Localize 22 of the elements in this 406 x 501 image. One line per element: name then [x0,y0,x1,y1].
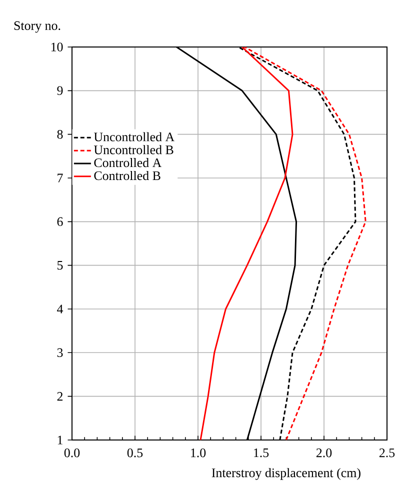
x-tick-label: 0.0 [64,448,80,458]
y-tick-label: 1 [58,436,62,444]
y-tick-label: 7 [58,174,63,182]
x-tick-label: 1.5 [254,448,269,458]
y-tick-label: 6 [57,217,63,226]
legend-label: Uncontrolled B [94,145,174,154]
x-tick-label: 2.0 [316,448,332,458]
y-tick-label: 5 [58,261,63,270]
y-tick-label: 9 [57,86,63,96]
y-tick-label: 10 [51,42,63,52]
x-tick-label: 0.5 [127,448,143,458]
y-tick-label: 4 [57,304,64,314]
x-tick-label: 1.0 [191,448,206,458]
y-tick-label: 3 [57,348,63,358]
y-tick-label: 8 [57,130,63,139]
y-axis-title: Story no. [14,21,60,33]
legend-label: Controlled A [94,158,162,168]
x-tick-label: 2.5 [379,448,395,458]
x-axis-title: Interstroy displacement (cm) [212,468,360,480]
legend-label: Uncontrolled A [94,132,175,142]
y-tick-label: 2 [57,392,63,401]
legend-label: Controlled B [94,170,160,180]
